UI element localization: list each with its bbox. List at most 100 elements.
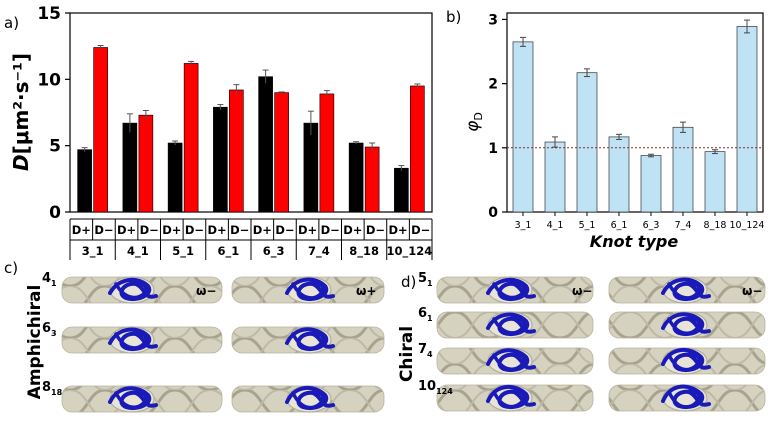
knot-strand (114, 390, 148, 409)
chart-a-ytick-label: 5 (49, 137, 61, 157)
chart-a-bar (77, 149, 92, 213)
chart-b-xtick-label: 8_18 (704, 220, 727, 231)
knot-label: 818 (42, 380, 63, 397)
chart-a-bar (394, 167, 409, 213)
chart-a-bar (348, 142, 364, 213)
knot-strand (667, 316, 701, 335)
knot-strand (291, 281, 325, 300)
chart-a-frame (69, 12, 433, 213)
panel-label-d: d) (401, 273, 416, 291)
omega-label: ω− (742, 284, 762, 298)
chart-b-xtick-label: 7_4 (675, 220, 692, 231)
table-category-label: 6_3 (263, 244, 285, 259)
chart-a-bar (122, 122, 138, 213)
knot-strand (114, 331, 148, 350)
knot-label: 51 (418, 271, 433, 288)
knot-strand (492, 352, 526, 371)
chart-b-bar (672, 126, 694, 213)
chart-b-ytick-label: 3 (488, 12, 498, 28)
omega-label: ω+ (356, 284, 376, 298)
chart-b-bar (704, 151, 726, 213)
table-sublabel: D− (366, 223, 385, 237)
chart-b-bar (512, 41, 534, 213)
chart-a-bar (274, 92, 289, 213)
table-sublabel: D+ (343, 223, 362, 237)
table-sublabel: D+ (162, 223, 181, 237)
knot-strand (108, 277, 158, 301)
table-category-label: 10_124 (386, 244, 432, 259)
knot-label: 61 (418, 306, 433, 323)
chart-b-xtick-label: 3_1 (515, 220, 532, 231)
panel-label-c: c) (4, 259, 18, 277)
table-sublabel: D+ (298, 223, 317, 237)
knot-strand (667, 352, 701, 372)
chart-a-bar (364, 146, 380, 213)
table-category-label: 7_4 (308, 244, 330, 259)
chart-b-frame (506, 12, 764, 213)
knot-strand (492, 316, 526, 335)
table-sublabel: D+ (388, 223, 407, 237)
knot-strand (114, 281, 148, 300)
knot-strand (285, 277, 335, 301)
table-sublabel: D− (94, 223, 113, 237)
table-sublabel: D− (140, 223, 159, 237)
panel-label-b: b) (446, 8, 461, 26)
chart-b-ylabel: φD (463, 112, 485, 132)
amphichiral-label: Amphichiral (25, 285, 45, 400)
chart-a-ytick-label: 0 (49, 203, 61, 223)
chart-a-bar (229, 89, 244, 213)
chart-b-bar (576, 72, 598, 213)
knot-strand (486, 312, 536, 336)
chart-a-bar (93, 47, 108, 213)
chart-b-xtick-label: 4_1 (547, 220, 564, 231)
chart-a-bar (303, 122, 319, 213)
panel-label-a: a) (4, 14, 19, 32)
chart-a-bar (167, 142, 183, 213)
chart-b-xtick-label: 5_1 (579, 220, 596, 231)
chart-a-bar (138, 114, 154, 213)
omega-label: ω− (572, 284, 592, 298)
table-sublabel: D− (185, 223, 204, 237)
table-category-label: 4_1 (127, 244, 149, 259)
knot-strand (492, 281, 526, 300)
knot-strand (667, 389, 701, 409)
chart-b-ytick-label: 0 (488, 205, 498, 221)
knot-strand (486, 277, 536, 301)
knot-illustrations: Amphichiral Chiral 41 ω− ω+ 63 818 51 ω− ω− 61 7… (25, 271, 766, 413)
table-sublabel: D− (230, 223, 249, 237)
knot-strand (291, 390, 325, 410)
chiral-label: Chiral (397, 326, 417, 382)
knot-label: 74 (418, 342, 433, 359)
knot-strand (661, 277, 711, 301)
table-sublabel: D+ (207, 223, 226, 237)
chart-b-xtick-label: 6_3 (643, 220, 660, 231)
chart-a-ytick-label: 10 (37, 70, 61, 90)
knot-strand (108, 327, 158, 351)
chart-b-xlabel: Knot type (590, 232, 679, 251)
chart-b-bar (736, 26, 758, 213)
table-category-label: 5_1 (172, 244, 194, 259)
chart-b-ytick-label: 2 (488, 77, 498, 93)
table-sublabel: D− (275, 223, 294, 237)
table-sublabel: D+ (117, 223, 136, 237)
chart-a-bar (183, 63, 199, 213)
chart-a-ytick-label: 15 (37, 4, 61, 24)
chart-a-bar (258, 76, 273, 213)
chart-b-bar (544, 141, 566, 213)
table-sublabel: D+ (72, 223, 91, 237)
knot-strand (667, 281, 701, 300)
chart-a-bar (410, 85, 425, 213)
omega-label: ω− (196, 284, 216, 298)
table-category-label: 6_1 (217, 244, 239, 259)
chart-b-bar (640, 155, 662, 213)
knot-label: 10124 (418, 379, 453, 396)
knot-label: 41 (42, 271, 57, 288)
knot-label: 63 (42, 321, 57, 338)
table-category-label: 8_18 (349, 244, 379, 259)
table-sublabel: D+ (253, 223, 272, 237)
chart-b: φD Knot type 0 1 2 3 3_1 4_1 5_1 6_1 6_3 7_4 8_18 1… (463, 12, 764, 251)
chart-b-xtick-label: 6_1 (611, 220, 628, 231)
chart-b-xtick-label: 10_124 (730, 220, 765, 231)
knot-strand (492, 389, 526, 409)
